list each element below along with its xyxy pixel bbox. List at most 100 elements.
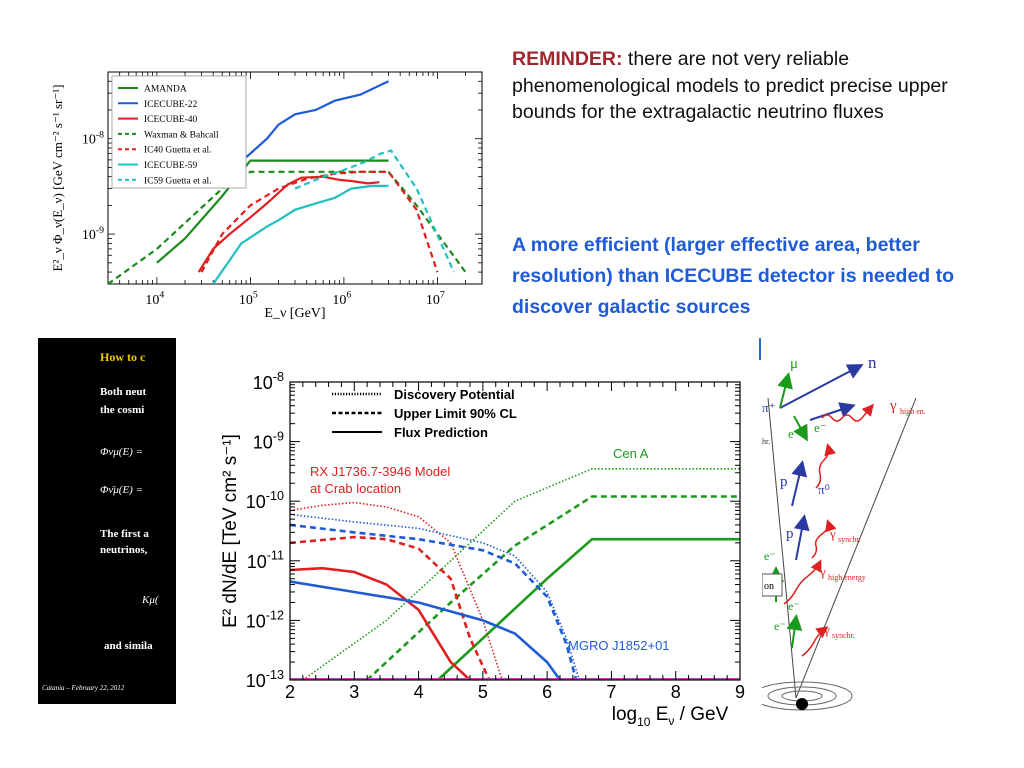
legend-label: Waxman & Bahcall (144, 130, 219, 140)
x-tick-label: 104 (145, 290, 164, 308)
muon-arrow (777, 372, 793, 409)
slide-line: the cosmi (100, 404, 145, 416)
gamma-arrow (801, 626, 829, 657)
cone-line (795, 397, 917, 699)
label-e-minus: e⁻ (774, 619, 786, 633)
label-gamma-synchr: γ (829, 526, 836, 541)
icecube-limits-chart: AMANDA ICECUBE-22 ICECUBE-40 Waxman & Bahca… (50, 71, 483, 321)
legend-label: ICECUBE-22 (144, 100, 198, 110)
label-e-plus: e⁺ (788, 426, 801, 441)
series-line (290, 580, 562, 680)
dark-slide-fragment: How to c Both neut the cosmi Φνμ(E) = Φν… (38, 338, 176, 704)
label-gamma-high-energy: γ (819, 564, 826, 579)
x-tick-labels: 104 105 106 107 (145, 290, 445, 308)
label-gamma-high-en-sub: high en. (900, 407, 926, 416)
legend-label: IC59 Guetta et al. (144, 176, 212, 186)
slide-line: and simila (104, 640, 153, 652)
positron-arrow (793, 415, 808, 442)
y-tick-labels: 10-8 10-9 (82, 129, 104, 243)
proton-arrow (793, 514, 810, 561)
legend: Discovery Potential Upper Limit 90% CL Flu… (332, 387, 517, 440)
neutron-arrow (779, 364, 864, 409)
y-tick-label: 10-12 (246, 608, 284, 631)
annotation-crab-location: at Crab location (310, 481, 401, 496)
label-e-minus: e⁻ (764, 549, 776, 563)
label-p: p (780, 474, 788, 490)
y-tick-label: 10-9 (253, 430, 284, 453)
slide-equation: Φν̄μ(E) = (100, 484, 143, 496)
annotation-mgro: MGRO J1852+01 (568, 638, 670, 653)
x-tick-label: 106 (332, 290, 351, 308)
series-line (290, 535, 491, 680)
y-tick-label: 10-8 (253, 370, 284, 393)
series-line (212, 184, 389, 284)
series-line (108, 170, 467, 284)
diagram-bg (740, 338, 952, 714)
series-line (294, 149, 455, 273)
label-gamma-synchr-sub: synchr. (838, 535, 861, 544)
axis-ticks (107, 71, 483, 285)
label-pi-plus: π⁺ (762, 400, 775, 415)
series-line (366, 495, 740, 680)
label-e-minus: e⁻ (814, 420, 827, 435)
legend-label: Flux Prediction (394, 425, 488, 440)
electron-arrow (786, 614, 803, 649)
x-tick-label: 107 (426, 290, 445, 308)
x-axis-label: log10 Eν / GeV (612, 704, 729, 729)
y-tick-labels: 10-8 10-9 10-10 10-11 10-12 10-13 (246, 370, 284, 691)
x-tick-label: 7 (606, 682, 616, 702)
side-box-label: on (764, 581, 774, 592)
series-line (290, 513, 581, 680)
series-line (437, 537, 740, 680)
legend-label: ICECUBE-40 (144, 115, 198, 125)
slide-equation: Φνμ(E) = (100, 446, 143, 458)
gamma-arrow (821, 403, 874, 422)
y-tick-label: 10-11 (247, 549, 284, 572)
label-pi0: π⁰ (818, 482, 830, 497)
y-tick-label: 10-8 (82, 129, 104, 147)
y-tick-label: 10-13 (246, 668, 284, 691)
galactic-sources-chart: Discovery Potential Upper Limit 90% CL Flu… (200, 360, 762, 756)
y-tick-label: 10-10 (246, 489, 284, 512)
annotation-rx-model: RX J1736.7-3946 Model (310, 464, 450, 479)
slide-heading: How to c (100, 350, 146, 364)
slide-line: Both neut (100, 386, 147, 398)
reminder-paragraph: REMINDER: there are not very reliable ph… (512, 46, 1002, 126)
proton-track (809, 402, 856, 421)
gamma-arrow (815, 443, 837, 489)
side-label: hr. (762, 437, 770, 446)
x-tick-label: 3 (349, 682, 359, 702)
reminder-label: REMINDER: (512, 48, 623, 70)
proton-arrow (791, 460, 808, 507)
cone-line (767, 397, 797, 699)
axis-ticks (289, 382, 740, 681)
y-axis-label: E² dN/dE [TeV cm² s⁻¹] (220, 434, 241, 628)
side-box (761, 573, 783, 597)
label-mu: μ (790, 356, 798, 372)
x-tick-label: 9 (735, 682, 745, 702)
series-line (302, 468, 740, 680)
series-line (290, 501, 503, 680)
legend-label: ICECUBE-59 (144, 161, 198, 171)
legend: AMANDA ICECUBE-22 ICECUBE-40 Waxman & Bahca… (111, 75, 247, 189)
label-n: n (868, 353, 877, 372)
series-layer (290, 468, 740, 680)
series-line (200, 170, 439, 273)
series-line (290, 523, 578, 680)
series-line (290, 566, 471, 680)
gamma-arrow (783, 559, 822, 605)
x-axis-label: E_ν [GeV] (264, 306, 325, 321)
slide-footer: Catania – February 22, 2012 (42, 684, 125, 692)
black-hole (796, 698, 808, 710)
y-tick-label: 10-9 (82, 225, 104, 243)
x-tick-label: 6 (542, 682, 552, 702)
label-p: p (786, 526, 794, 542)
particle-diagram: μ n π⁺ e⁺ e⁻ γ high en. p π⁰ p γ synchr.… (740, 338, 952, 714)
slide-line: neutrinos, (100, 544, 148, 556)
legend-label: AMANDA (144, 85, 187, 95)
label-e-minus: e⁻ (788, 599, 800, 613)
legend-label: Upper Limit 90% CL (394, 406, 517, 421)
series-line (197, 175, 380, 273)
efficiency-note: A more efficient (larger effective area,… (512, 234, 955, 318)
x-tick-labels: 2 3 4 5 6 7 8 9 (285, 682, 745, 702)
